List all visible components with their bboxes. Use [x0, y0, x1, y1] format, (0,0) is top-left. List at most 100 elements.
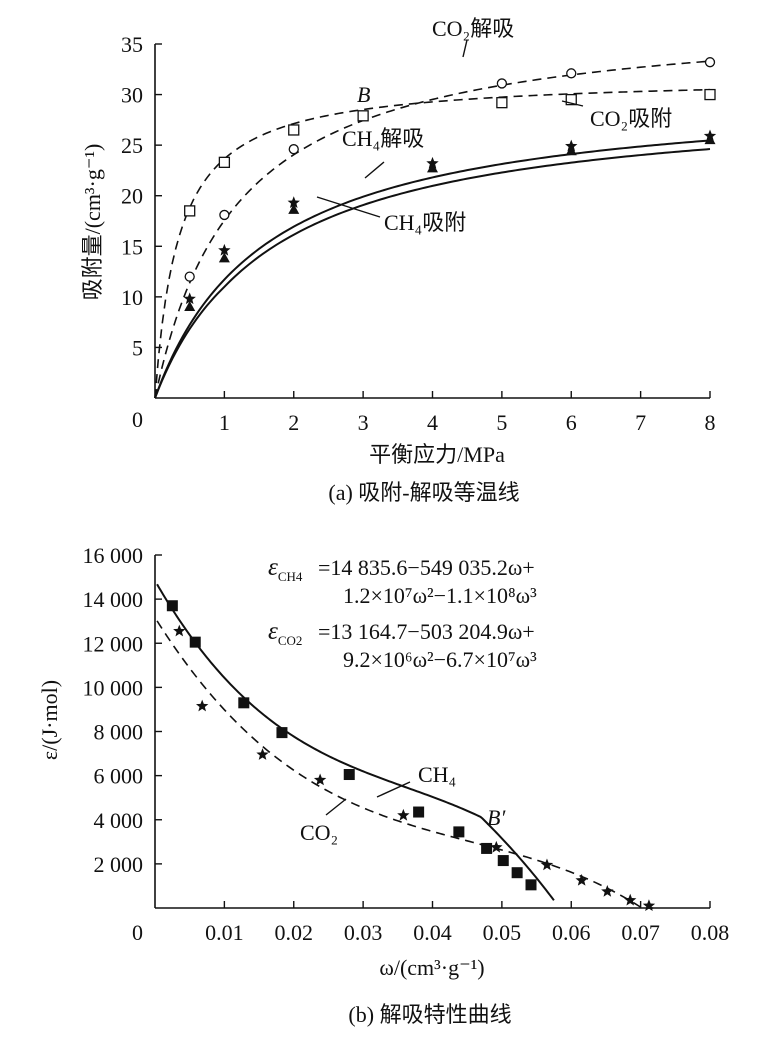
- chart-a-x-ticks: 1 2 3 4 5 6 7 8: [219, 391, 716, 435]
- chart-a-y-tick-label: 20: [121, 184, 143, 209]
- chart-b-desorption: 2 000 4 000 6 000 8 000 10 000 12 000 14 000 16…: [37, 543, 729, 1027]
- chart-a-point-circle: [496, 78, 508, 89]
- chart-b-x-tick-label: 0.03: [344, 920, 383, 945]
- chart-b-point-star: [195, 699, 209, 712]
- chart-b-point-square: [497, 855, 509, 867]
- leader-ch4-adsorption: [316, 196, 381, 218]
- chart-b-x-tick-label: 0.01: [205, 920, 244, 945]
- chart-a-x-tick-label: 4: [427, 410, 438, 435]
- chart-b-x-tick-label: 0.02: [275, 920, 314, 945]
- chart-a-x-tick-label: 5: [496, 410, 507, 435]
- chart-a-markers: [183, 57, 717, 311]
- chart-a-point-circle: [288, 144, 299, 155]
- chart-b-caption: (b) 解吸特性曲线: [348, 1002, 511, 1027]
- chart-b-point-star: [601, 884, 614, 897]
- chart-a-point-triangle: [565, 145, 577, 156]
- chart-b-point-square: [511, 867, 523, 879]
- chart-b-y-tick-label: 14 000: [83, 587, 144, 612]
- chart-b-y-ticks: 2 000 4 000 6 000 8 000 10 000 12 000 14 000 16…: [83, 543, 162, 877]
- chart-a-point-triangle: [288, 203, 300, 214]
- leader-co2-adsorption: [561, 100, 584, 107]
- chart-b-point-star: [642, 899, 656, 912]
- chart-a-point-star: [183, 292, 196, 305]
- leader-ch4-desorption: [364, 161, 385, 179]
- chart-a-point-square: [288, 124, 300, 136]
- chart-b-x-ticks: 0.01 0.02 0.03 0.04 0.05 0.06 0.07 0.08: [205, 901, 729, 945]
- chart-b-point-star: [313, 773, 327, 786]
- chart-b-point-star: [173, 624, 186, 637]
- chart-a-x-tick-label: 7: [635, 410, 646, 435]
- chart-b-point-star: [490, 840, 503, 853]
- chart-a-curve-0: [154, 60, 711, 399]
- equation-co2-symbol: εCO2: [268, 618, 302, 648]
- chart-a-x-tick-label: 3: [358, 410, 369, 435]
- leader-co2: [325, 798, 347, 816]
- chart-a-point-square: [496, 97, 508, 109]
- chart-b-x-tick-label: 0.05: [483, 920, 522, 945]
- series-label-ch4-desorption: CH₄解吸: [342, 126, 424, 151]
- chart-b-curves: [156, 583, 654, 909]
- chart-a-y-tick-label: 10: [121, 285, 143, 310]
- chart-b-y-tick-label: 10 000: [83, 675, 144, 700]
- chart-a-point-square: [218, 156, 231, 168]
- chart-a-y-tick-label: 30: [121, 83, 143, 108]
- chart-a-caption: (a) 吸附-解吸等温线: [328, 480, 519, 505]
- chart-a-point-circle: [566, 68, 577, 79]
- chart-a-point-triangle: [184, 300, 196, 311]
- chart-b-point-square: [481, 842, 493, 854]
- chart-a-point-circle: [184, 271, 195, 282]
- chart-b-y-tick-label: 16 000: [83, 543, 144, 568]
- chart-b-point-square: [413, 806, 425, 818]
- chart-b-y-tick-label: 2 000: [94, 852, 144, 877]
- chart-a-y-tick-label: 15: [121, 234, 143, 259]
- point-label-b: B: [357, 82, 370, 107]
- chart-a-y-ticks: 5 10 15 20 25 30 35: [121, 32, 162, 360]
- chart-b-point-star: [540, 858, 554, 871]
- equation-ch4-symbol: εCH4: [268, 554, 303, 584]
- chart-a-point-square: [357, 110, 369, 122]
- chart-a-label-leaders: [316, 39, 584, 218]
- chart-b-curve-1: [156, 620, 654, 909]
- chart-a-curve-2: [154, 139, 711, 399]
- chart-a-x-tick-label: 1: [219, 410, 230, 435]
- chart-a-curve-3: [154, 148, 711, 399]
- chart-b-origin-label: 0: [132, 920, 143, 945]
- leader-ch4: [376, 781, 411, 798]
- equation-ch4: εCH4 =14 835.6−549 035.2ω+ 1.2×10⁷ω²−1.1…: [268, 554, 537, 608]
- chart-b-point-square: [238, 697, 250, 709]
- chart-b-point-square: [525, 879, 537, 891]
- chart-b-point-square: [343, 769, 355, 781]
- chart-b-point-star: [575, 873, 588, 886]
- chart-a-y-axis-title: 吸附量/(cm³·g⁻¹): [80, 144, 105, 301]
- chart-a-x-axis-title: 平衡应力/MPa: [369, 442, 505, 467]
- chart-b-x-tick-label: 0.08: [691, 920, 730, 945]
- chart-a-y-tick-label: 25: [121, 133, 143, 158]
- chart-a-y-tick-label: 35: [121, 32, 143, 57]
- chart-b-y-tick-label: 12 000: [83, 631, 144, 656]
- series-label-ch4: CH₄: [418, 762, 456, 787]
- chart-b-curve-0: [156, 583, 555, 901]
- chart-a-curve-1: [154, 88, 711, 399]
- chart-a-point-square: [565, 93, 577, 106]
- chart-a-point-triangle: [704, 134, 716, 145]
- chart-b-y-tick-label: 8 000: [94, 720, 144, 745]
- series-label-co2: CO₂: [300, 820, 338, 845]
- chart-b-x-tick-label: 0.06: [552, 920, 591, 945]
- chart-a-y-tick-label: 5: [132, 335, 143, 360]
- chart-a-x-tick-label: 2: [288, 410, 299, 435]
- series-label-ch4-adsorption: CH₄吸附: [384, 210, 466, 235]
- chart-b-y-tick-label: 6 000: [94, 764, 144, 789]
- equation-ch4-line2: 1.2×10⁷ω²−1.1×10⁸ω³: [343, 583, 537, 608]
- chart-a-point-star: [287, 196, 300, 209]
- chart-a-x-tick-label: 6: [566, 410, 577, 435]
- chart-b-point-star: [397, 808, 410, 821]
- chart-a-isotherms: 5 10 15 20 25 30 35 1 2 3 4 5 6 7 8 0 CO₂解吸 CO₂吸附 CH₄…: [80, 16, 717, 505]
- chart-a-curves: [154, 60, 711, 399]
- equation-co2: εCO2 =13 164.7−503 204.9ω+ 9.2×10⁶ω²−6.7…: [268, 618, 537, 672]
- chart-a-origin-label: 0: [132, 407, 143, 432]
- chart-a-point-square: [184, 205, 196, 217]
- chart-b-point-square: [453, 826, 465, 838]
- chart-b-y-axis-title: ε/(J·mol): [37, 680, 62, 760]
- chart-a-point-triangle: [427, 162, 438, 173]
